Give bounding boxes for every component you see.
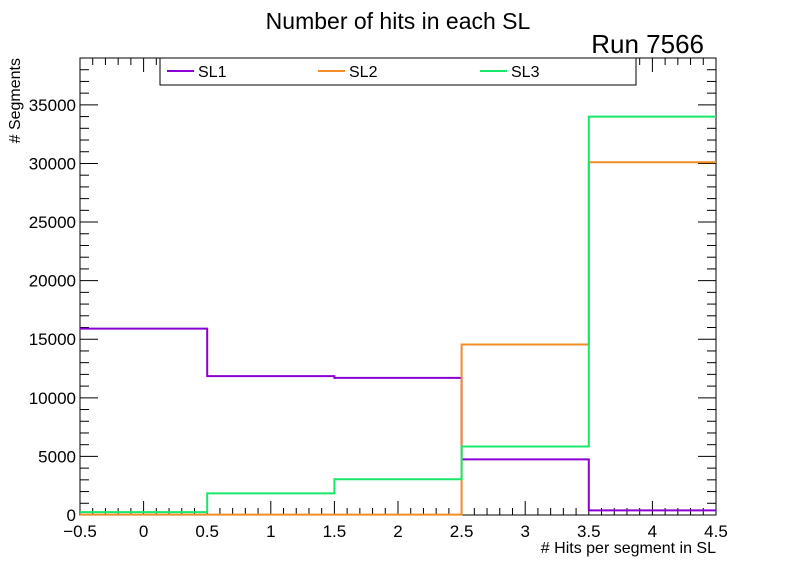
axis-ticks (79, 57, 717, 516)
chart-title: Number of hits in each SL (266, 8, 531, 34)
y-tick-label: 35000 (29, 96, 76, 115)
series-line-sl2 (80, 161, 716, 516)
x-tick-label: 0.5 (195, 522, 219, 541)
x-tick-label: 2.5 (450, 522, 474, 541)
legend-items: SL1 SL2 SL3 (167, 64, 540, 81)
run-annotation: Run 7566 (591, 29, 704, 59)
x-tick-label: 1 (266, 522, 275, 541)
y-tick-label: 25000 (29, 213, 76, 232)
x-tick-labels: −0.5 0 0.5 1 1.5 2 2.5 3 3.5 4 4.5 (63, 522, 728, 541)
x-tick-label: 4.5 (704, 522, 728, 541)
x-tick-label: 2 (393, 522, 402, 541)
y-tick-label: 10000 (29, 389, 76, 408)
x-tick-label: −0.5 (63, 522, 97, 541)
y-tick-labels: 0 5000 10000 15000 20000 25000 30000 35000 (29, 96, 76, 525)
plot-frame (79, 57, 717, 516)
legend-box (159, 57, 637, 86)
series-line-sl3 (80, 115, 716, 514)
series-line-sl1 (80, 327, 716, 512)
legend-label-sl3: SL3 (511, 64, 540, 81)
y-tick-label: 30000 (29, 154, 76, 173)
series-layer (80, 115, 716, 516)
y-tick-label: 0 (67, 506, 76, 525)
y-tick-label: 20000 (29, 272, 76, 291)
x-tick-label: 3.5 (577, 522, 601, 541)
y-axis-label: # Segments (7, 58, 24, 143)
legend: SL1 SL2 SL3 (159, 57, 637, 86)
x-tick-label: 3 (520, 522, 529, 541)
legend-label-sl1: SL1 (198, 64, 227, 81)
x-tick-label: 0 (139, 522, 148, 541)
x-axis-label: # Hits per segment in SL (541, 540, 716, 557)
y-tick-label: 15000 (29, 330, 76, 349)
x-tick-label: 4 (648, 522, 657, 541)
y-tick-label: 5000 (38, 447, 76, 466)
x-tick-label: 1.5 (323, 522, 347, 541)
legend-label-sl2: SL2 (349, 64, 378, 81)
